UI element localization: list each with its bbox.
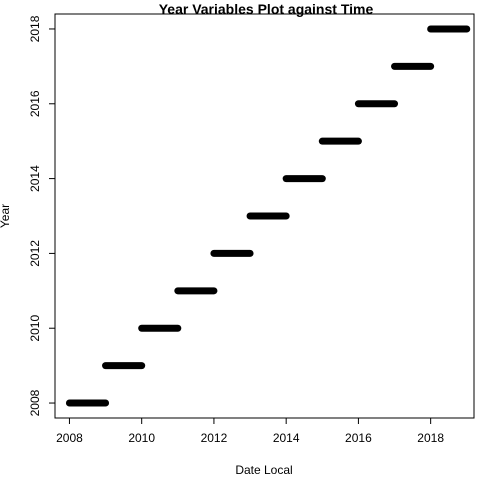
x-axis-label: Date Local [235,463,292,477]
chart-title: Year Variables Plot against Time [159,1,374,17]
x-tick-label-2012: 2012 [201,431,228,445]
y-axis: 2008 2010 2012 2014 2016 2018 [28,15,55,416]
y-axis-label: Year [0,204,12,228]
data-marks [65,25,471,407]
plot-frame [54,13,475,419]
x-tick-label-2010: 2010 [128,431,155,445]
x-tick-label-2008: 2008 [56,431,83,445]
y-tick-label-2012: 2012 [28,240,42,267]
y-tick-label-2010: 2010 [28,315,42,342]
x-axis: 2008 2010 2012 2014 2016 2018 [56,418,444,445]
x-tick-label-2018: 2018 [417,431,444,445]
y-tick-label-2018: 2018 [28,15,42,42]
x-tick-label-2014: 2014 [273,431,300,445]
x-tick-label-2016: 2016 [345,431,372,445]
y-tick-label-2008: 2008 [28,389,42,416]
y-tick-label-2016: 2016 [28,90,42,117]
y-tick-label-2014: 2014 [28,165,42,192]
